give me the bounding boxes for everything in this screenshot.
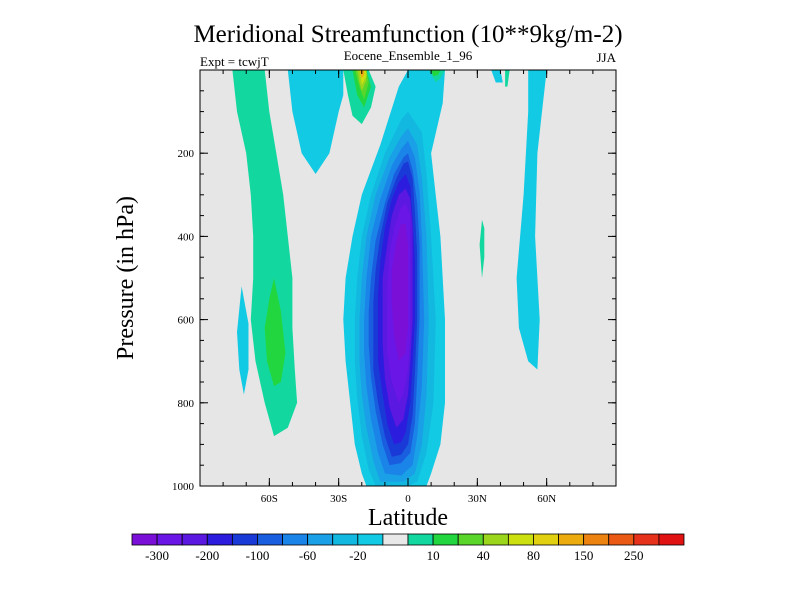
colorbar-swatch (332, 533, 359, 546)
contour-region-19 (264, 278, 286, 387)
colorbar-swatch (156, 533, 183, 546)
colorbar-label: -20 (349, 548, 366, 563)
colorbar-swatch (558, 533, 585, 546)
chart-title: Meridional Streamfunction (10**9kg/m-2) (193, 21, 622, 48)
colorbar-swatch (407, 533, 434, 546)
colorbar-swatch (257, 533, 283, 546)
x-tick-label: 60N (537, 493, 556, 505)
contour-region-4 (491, 70, 503, 83)
colorbar-swatch (658, 533, 685, 546)
colorbar-label: 40 (477, 548, 490, 563)
colorbar: -300 -200 -100 -60 -20 10 40 80 150 250 (131, 533, 685, 563)
colorbar-swatch (457, 533, 484, 546)
colorbar-label: 150 (574, 548, 594, 563)
contour-region-2 (516, 70, 547, 370)
colorbar-swatch (181, 533, 208, 546)
contour-region-21 (431, 70, 441, 77)
y-tick-label: 1000 (172, 481, 195, 493)
colorbar-swatch (206, 533, 233, 546)
colorbar-swatch (507, 533, 534, 546)
colorbar-label: -300 (145, 548, 169, 563)
contour-fills (232, 70, 547, 486)
y-tick-label: 800 (178, 398, 195, 410)
colorbar-label: -60 (299, 548, 316, 563)
contour-region-18 (479, 219, 485, 278)
x-tick-label: 0 (405, 493, 411, 505)
contour-region-3 (237, 286, 249, 395)
axis-ticks: 60S 30S 0 30N 60N 200 400 600 800 1000 (172, 70, 616, 505)
colorbar-swatch (583, 533, 610, 546)
subtitle-right: JJA (596, 50, 616, 65)
x-tick-label: 30S (330, 493, 347, 505)
subtitle-left: Expt = tcwjT (200, 54, 269, 69)
x-tick-label: 60S (261, 493, 278, 505)
x-axis-label: Latitude (368, 505, 448, 531)
colorbar-label: -200 (195, 548, 219, 563)
y-tick-label: 400 (178, 231, 195, 243)
colorbar-swatch (533, 533, 559, 546)
colorbar-swatch (633, 533, 660, 546)
colorbar-label: 250 (624, 548, 644, 563)
colorbar-label: 80 (527, 548, 540, 563)
y-tick-label: 600 (178, 315, 195, 327)
colorbar-label: -100 (246, 548, 270, 563)
contour-region-17 (505, 70, 510, 87)
colorbar-swatch (432, 533, 459, 546)
contour-region-13 (391, 223, 408, 362)
contour-region-25 (359, 70, 365, 79)
subtitle-center: Eocene_Ensemble_1_96 (344, 48, 473, 63)
colorbar-swatch (482, 533, 509, 546)
contour-region-1 (287, 70, 344, 174)
colorbar-swatch (131, 533, 158, 546)
colorbar-swatch (231, 533, 258, 546)
y-tick-label: 200 (178, 148, 195, 160)
colorbar-swatch (307, 533, 334, 546)
colorbar-swatch (282, 533, 309, 546)
y-axis-label: Pressure (in hPa) (113, 196, 139, 360)
x-tick-label: 30N (468, 493, 487, 505)
colorbar-swatch (357, 533, 384, 546)
plot-area: 60S 30S 0 30N 60N 200 400 600 800 1000 (172, 69, 617, 505)
colorbar-swatch (382, 533, 409, 546)
colorbar-swatch (608, 533, 635, 546)
colorbar-label: 10 (427, 548, 440, 563)
